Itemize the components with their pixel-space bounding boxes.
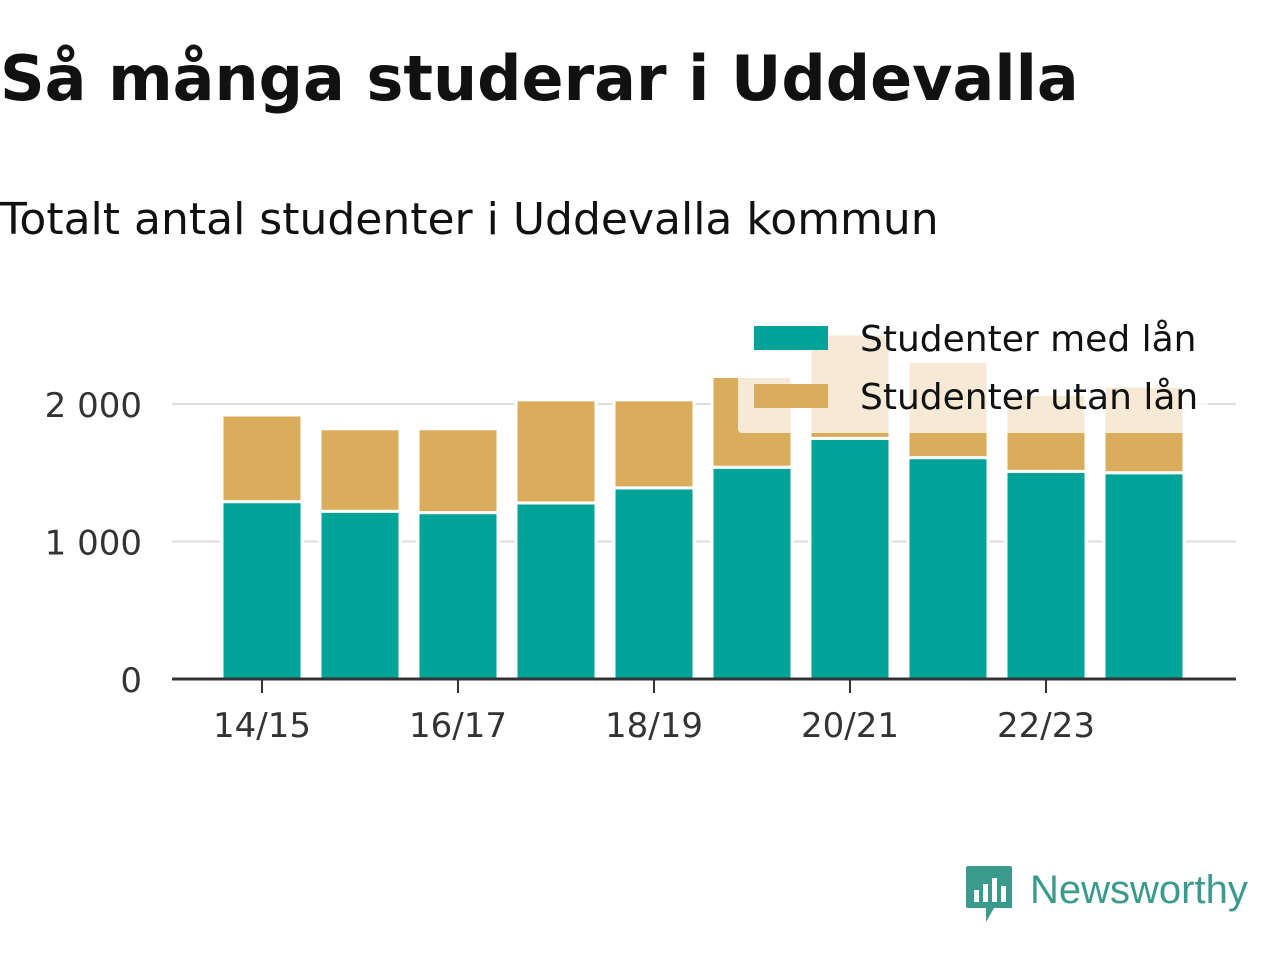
brand-logo: Newsworthy	[964, 864, 1248, 926]
bar-studenter-med-lan	[318, 509, 402, 681]
x-tick-label: 22/23	[997, 706, 1095, 746]
legend-background	[738, 315, 1208, 433]
legend-label-med-lan: Studenter med lån	[860, 319, 1197, 360]
legend-swatch-utan-lan	[754, 384, 828, 408]
bar-studenter-med-lan	[808, 436, 892, 681]
bar-studenter-med-lan	[220, 500, 304, 681]
y-tick-label: 2 000	[45, 386, 142, 426]
chart-subtitle: Totalt antal studenter i Uddevalla kommu…	[0, 194, 939, 245]
bar-studenter-utan-lan	[220, 413, 304, 504]
x-tick-label: 14/15	[213, 706, 311, 746]
bar-studenter-med-lan	[1004, 469, 1088, 681]
legend-swatch-med-lan	[754, 326, 828, 350]
chart-title: Så många studerar i Uddevalla	[0, 42, 1079, 115]
bar-studenter-utan-lan	[514, 398, 598, 505]
bar-studenter-utan-lan	[416, 427, 500, 515]
bar-studenter-med-lan	[612, 486, 696, 681]
y-tick-label: 0	[120, 661, 142, 701]
bar-studenter-med-lan	[1102, 471, 1186, 681]
axes: 0 1 000 2 000 14/15 16/17 18/19 20/21 22/23	[45, 386, 1236, 746]
x-tick-label: 16/17	[409, 706, 507, 746]
x-tick-label: 20/21	[801, 706, 899, 746]
newsworthy-logo-icon	[966, 866, 1012, 922]
legend: Studenter med lån Studenter utan lån	[738, 315, 1208, 433]
bar-studenter-utan-lan	[612, 398, 696, 490]
bar-studenter-med-lan	[514, 501, 598, 681]
bar-studenter-med-lan	[416, 511, 500, 681]
brand-name: Newsworthy	[1030, 867, 1248, 912]
bar-studenter-med-lan	[906, 456, 990, 681]
bar-studenter-utan-lan	[318, 427, 402, 513]
y-tick-label: 1 000	[45, 524, 142, 564]
bar-studenter-med-lan	[710, 465, 794, 681]
x-tick-label: 18/19	[605, 706, 703, 746]
legend-label-utan-lan: Studenter utan lån	[860, 377, 1198, 418]
